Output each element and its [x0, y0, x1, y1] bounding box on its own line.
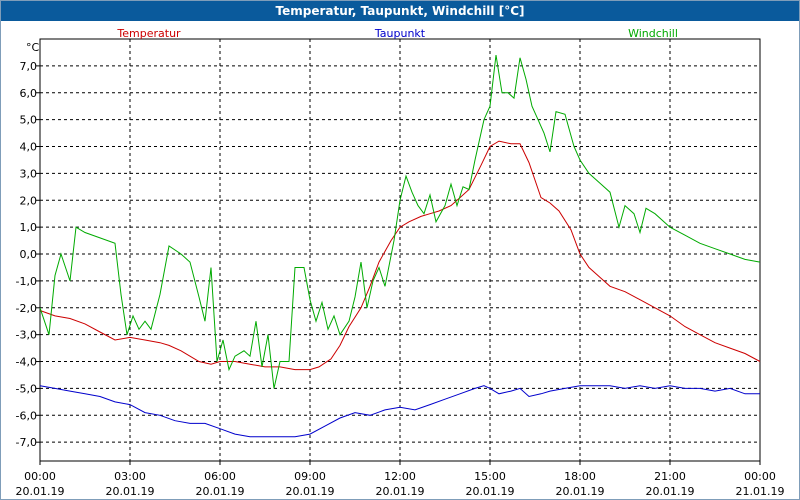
legend-taupunkt: Taupunkt: [374, 27, 426, 40]
x-tick-date: 20.01.19: [196, 485, 245, 498]
x-tick-date: 20.01.19: [466, 485, 515, 498]
series-line-temperatur: [39, 140, 761, 371]
series-line-windchill: [39, 55, 761, 389]
y-tick-label: 4,0: [20, 141, 38, 154]
y-tick-label: 7,0: [20, 60, 38, 73]
y-tick-label: 0,0: [20, 248, 38, 261]
x-tick-date: 20.01.19: [376, 485, 425, 498]
chart-title: Temperatur, Taupunkt, Windchill [°C]: [1, 1, 799, 21]
y-tick-label: -6,0: [16, 409, 37, 422]
series-line-taupunkt: [39, 385, 760, 438]
y-tick-label: 6,0: [20, 87, 38, 100]
x-tick-time: 09:00: [294, 470, 326, 483]
x-tick-date: 20.01.19: [16, 485, 65, 498]
grid: [40, 39, 760, 461]
x-tick-date: 20.01.19: [106, 485, 155, 498]
y-tick-label: -7,0: [16, 436, 37, 449]
x-tick-time: 21:00: [654, 470, 686, 483]
x-tick-time: 12:00: [384, 470, 416, 483]
y-axis: 7,0 6,0 5,0 4,0 3,0 2,0 1,0 0,0 -1,0 -2,0 -3,0 -4,0…: [16, 60, 40, 449]
y-tick-label: -4,0: [16, 356, 37, 369]
x-tick-time: 15:00: [474, 470, 506, 483]
y-axis-unit: °C: [26, 41, 40, 54]
x-tick-date: 20.01.19: [646, 485, 695, 498]
x-tick-time: 06:00: [204, 470, 236, 483]
y-tick-label: -3,0: [16, 329, 37, 342]
x-tick-date: 21.01.19: [736, 485, 785, 498]
x-tick-date: 20.01.19: [556, 485, 605, 498]
legend-temperatur: Temperatur: [116, 27, 181, 40]
legend-windchill: Windchill: [628, 27, 678, 40]
x-tick-time: 03:00: [114, 470, 146, 483]
series-group: [39, 55, 761, 438]
x-tick-time: 18:00: [564, 470, 596, 483]
y-tick-label: -2,0: [16, 302, 37, 315]
y-tick-label: 5,0: [20, 114, 38, 127]
y-tick-label: -5,0: [16, 382, 37, 395]
x-axis: 00:00 20.01.19 03:00 20.01.19 06:00 20.01.19 0…: [16, 461, 785, 498]
x-tick-time: 00:00: [24, 470, 56, 483]
y-tick-label: 1,0: [20, 221, 38, 234]
y-tick-label: -1,0: [16, 275, 37, 288]
y-tick-label: 3,0: [20, 167, 38, 180]
y-tick-label: 2,0: [20, 194, 38, 207]
x-tick-time: 00:00: [744, 470, 776, 483]
x-tick-date: 20.01.19: [286, 485, 335, 498]
